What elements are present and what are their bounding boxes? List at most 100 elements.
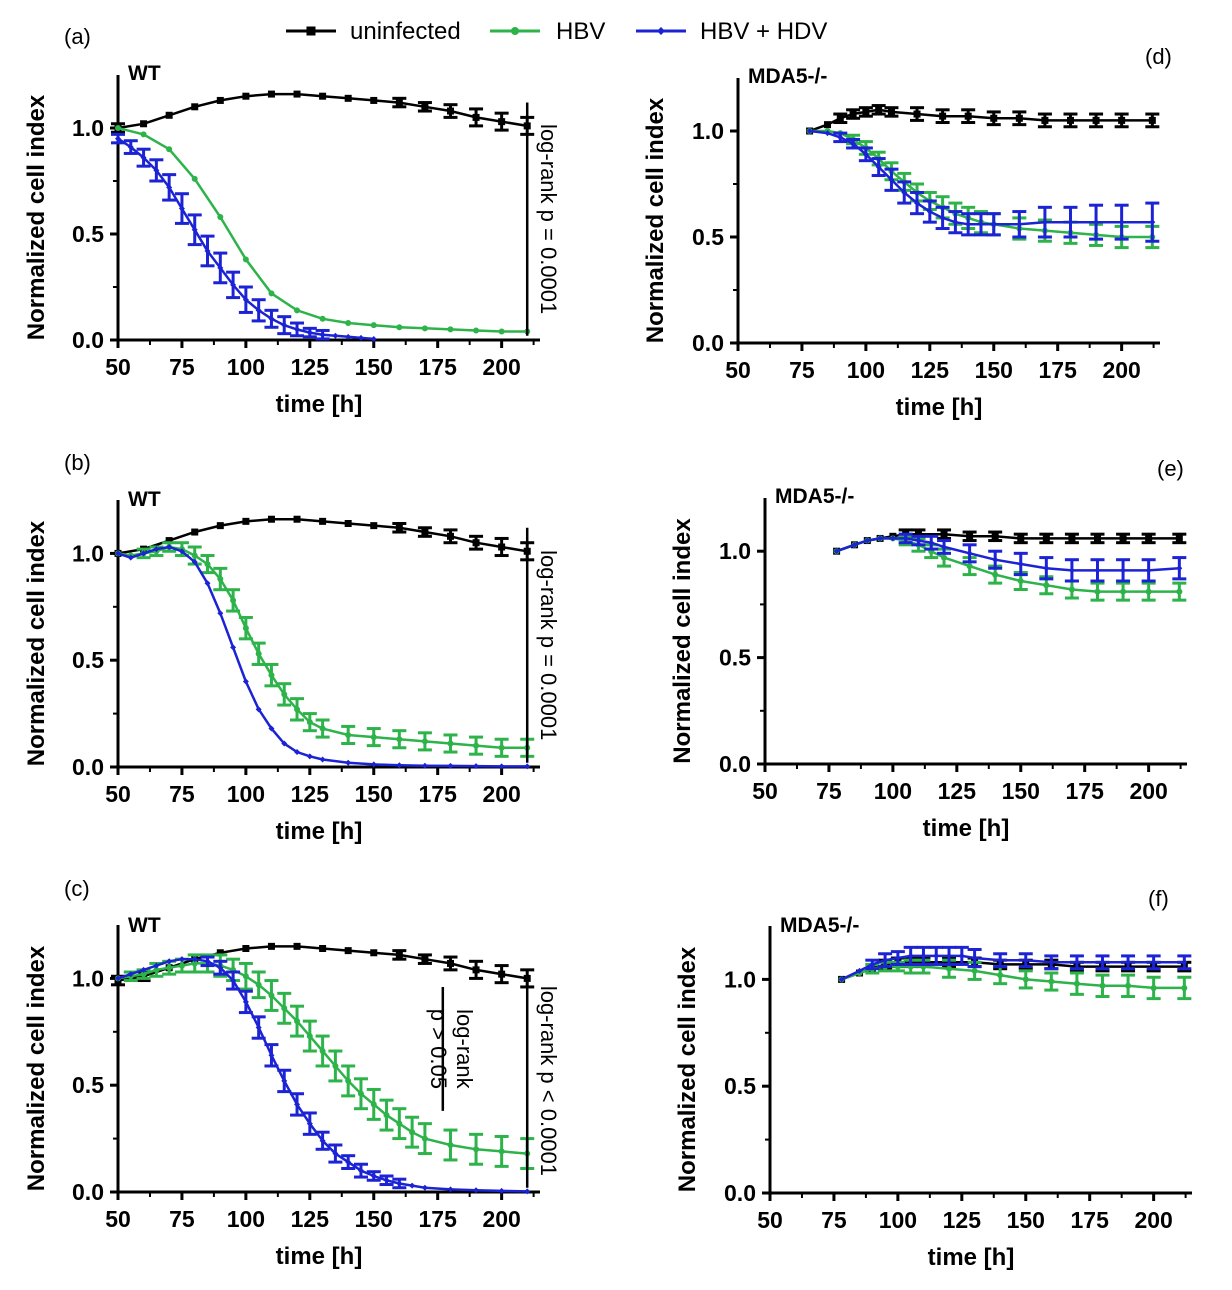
series-hbv xyxy=(115,541,535,758)
data-point xyxy=(1017,577,1024,584)
x-tick-label: 200 xyxy=(1129,778,1167,804)
data-point xyxy=(524,763,531,770)
data-point xyxy=(216,522,224,530)
data-point xyxy=(370,734,377,741)
data-point xyxy=(992,571,999,578)
data-point xyxy=(864,537,871,544)
series-hbv-hdv xyxy=(833,532,1187,583)
data-point xyxy=(127,554,134,561)
data-point xyxy=(875,164,882,171)
data-point xyxy=(319,756,326,763)
data-point xyxy=(344,947,352,955)
data-point xyxy=(1066,116,1074,124)
x-tick-label: 125 xyxy=(291,781,330,807)
data-point xyxy=(255,307,262,314)
strain-label: WT xyxy=(128,914,161,937)
data-point xyxy=(1068,567,1075,574)
data-point xyxy=(115,135,121,142)
series-uninfected xyxy=(114,515,535,562)
data-point xyxy=(902,535,909,542)
strain-label: MDA5-/- xyxy=(748,65,827,88)
y-tick-label: 0.0 xyxy=(724,1180,756,1206)
data-point xyxy=(1022,957,1029,964)
data-point xyxy=(115,125,121,131)
data-point xyxy=(357,1167,364,1174)
data-point xyxy=(242,973,249,980)
data-point xyxy=(370,335,377,342)
data-point xyxy=(319,92,327,100)
data-point xyxy=(869,961,876,968)
data-point xyxy=(306,1120,313,1127)
data-point xyxy=(191,960,198,967)
data-point xyxy=(140,550,147,557)
data-point xyxy=(473,327,480,334)
data-point xyxy=(242,256,249,263)
data-point xyxy=(395,951,403,959)
data-point xyxy=(907,952,914,959)
x-tick-label: 75 xyxy=(169,1206,195,1232)
data-point xyxy=(178,548,185,555)
x-tick-label: 100 xyxy=(227,1206,265,1232)
data-point xyxy=(319,331,326,338)
y-axis-label: Normalized cell index xyxy=(23,520,50,766)
x-tick-label: 125 xyxy=(911,357,950,383)
data-point xyxy=(966,532,974,540)
data-point xyxy=(294,1101,301,1108)
data-point xyxy=(344,519,352,527)
data-point xyxy=(268,672,275,679)
data-point xyxy=(294,749,301,756)
data-point xyxy=(941,554,948,561)
x-tick-label: 200 xyxy=(482,354,520,380)
data-point xyxy=(1118,219,1125,226)
data-point xyxy=(1118,116,1126,124)
y-axis-label: Normalized cell index xyxy=(23,945,50,1191)
data-point xyxy=(1176,588,1183,595)
data-point xyxy=(293,515,301,523)
legend-swatch-marker xyxy=(657,27,665,35)
data-point xyxy=(498,118,506,126)
data-point xyxy=(383,1177,390,1184)
x-tick-label: 175 xyxy=(419,1206,458,1232)
y-tick-label: 1.0 xyxy=(72,115,104,141)
x-tick-label: 200 xyxy=(482,781,520,807)
data-point xyxy=(204,958,211,965)
x-tick-label: 50 xyxy=(105,781,131,807)
data-point xyxy=(524,1188,531,1195)
data-point xyxy=(1094,588,1101,595)
data-point xyxy=(1017,534,1025,542)
panel-label: (b) xyxy=(64,450,91,475)
data-point xyxy=(1092,116,1100,124)
panel-label: (a) xyxy=(64,24,91,49)
annotation-text: log-rank p = 0.0001 xyxy=(536,124,561,314)
data-point xyxy=(877,535,884,542)
x-tick-label: 175 xyxy=(1039,357,1078,383)
x-tick-label: 200 xyxy=(1134,1207,1172,1233)
data-point xyxy=(267,515,275,523)
data-point xyxy=(421,955,429,963)
series-uninfected xyxy=(833,528,1187,555)
data-point xyxy=(216,949,224,957)
data-point xyxy=(191,226,198,233)
x-tick-label: 50 xyxy=(105,354,131,380)
data-point xyxy=(850,140,857,147)
x-tick-label: 100 xyxy=(879,1207,917,1233)
data-point xyxy=(127,971,134,978)
data-point xyxy=(473,1146,480,1153)
x-tick-label: 125 xyxy=(943,1207,982,1233)
series-hbv xyxy=(806,128,1160,250)
data-point xyxy=(345,1159,352,1166)
data-point xyxy=(997,972,1004,979)
data-point xyxy=(946,952,953,959)
data-point xyxy=(166,146,173,153)
data-point xyxy=(165,537,173,545)
data-point xyxy=(306,719,313,726)
series-hbv-hdv xyxy=(806,128,1160,243)
data-point xyxy=(836,114,844,122)
x-tick-label: 150 xyxy=(355,354,393,380)
data-point xyxy=(319,315,326,322)
data-point xyxy=(217,964,224,971)
data-point xyxy=(1073,959,1080,966)
data-point xyxy=(991,532,999,540)
legend-label: uninfected xyxy=(350,18,461,45)
